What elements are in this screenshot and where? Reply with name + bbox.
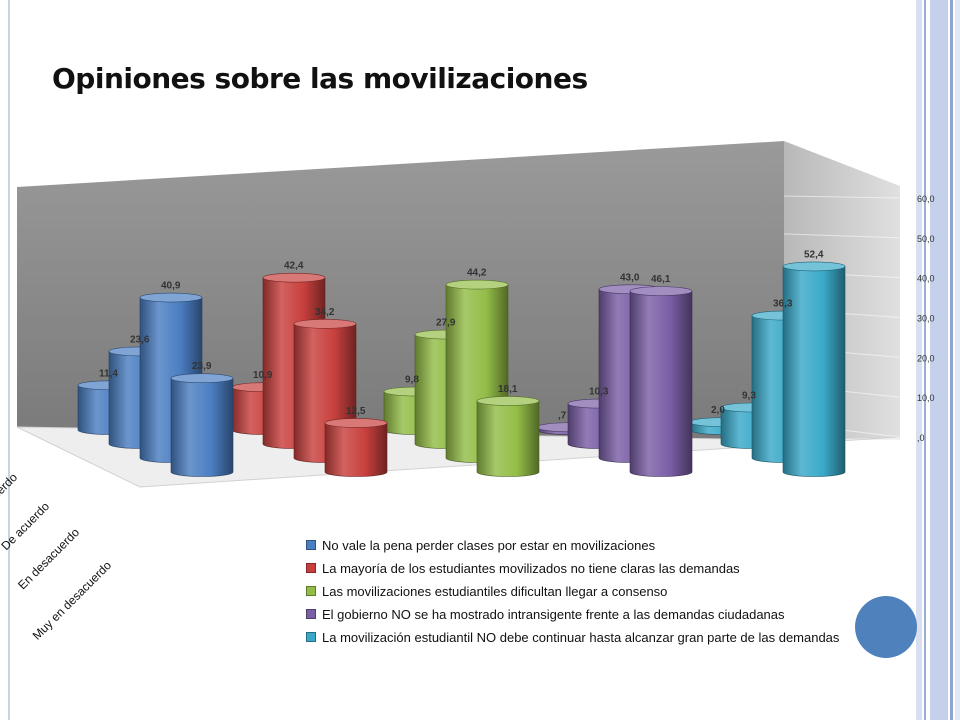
bar-body xyxy=(476,400,540,477)
bar-body xyxy=(629,290,693,477)
bar-top xyxy=(476,396,540,406)
legend-item-2: La mayoría de los estudiantes movilizado… xyxy=(306,557,740,579)
back-wall xyxy=(17,141,784,440)
chart-bars xyxy=(77,261,846,477)
data-label: 23,6 xyxy=(130,334,150,345)
legend-swatch-1 xyxy=(306,540,316,550)
data-label: 40,9 xyxy=(161,281,181,292)
data-label: 2,0 xyxy=(711,405,725,416)
bar-top xyxy=(445,279,509,290)
bar-s5-c4 xyxy=(782,261,846,477)
y-axis-ticks: ,0 10,0 20,0 30,0 40,0 50,0 60,0 xyxy=(917,194,935,443)
data-label: 18,1 xyxy=(498,384,518,395)
bar-body xyxy=(324,422,388,477)
data-label: 10,9 xyxy=(253,370,273,381)
legend-item-4: El gobierno NO se ha mostrado intransige… xyxy=(306,603,785,625)
legend-label-2: La mayoría de los estudiantes movilizado… xyxy=(322,560,740,576)
grid-line xyxy=(783,195,901,199)
chart-legend: No vale la pena perder clases por estar … xyxy=(306,534,906,658)
legend-item-1: No vale la pena perder clases por estar … xyxy=(306,534,655,556)
y-tick-label: 50,0 xyxy=(917,234,935,244)
bar-s1-c4 xyxy=(170,373,234,477)
legend-label-4: El gobierno NO se ha mostrado intransige… xyxy=(322,606,785,622)
data-label: 42,4 xyxy=(284,261,304,272)
bar-top xyxy=(170,373,234,384)
bar-s3-c4 xyxy=(476,396,540,477)
left-border-line xyxy=(8,0,10,720)
bar-body xyxy=(782,266,846,477)
data-label: 27,9 xyxy=(436,318,456,329)
bar-top xyxy=(629,286,693,296)
legend-swatch-5 xyxy=(306,632,316,642)
category-label: acuerdo xyxy=(0,470,20,511)
data-label: 52,4 xyxy=(804,249,824,260)
legend-swatch-4 xyxy=(306,609,316,619)
y-tick-label: 10,0 xyxy=(917,393,935,403)
data-label: 10,3 xyxy=(589,387,609,398)
data-label: 9,8 xyxy=(405,375,419,386)
decorative-circle xyxy=(855,596,917,658)
data-label: 12,5 xyxy=(346,406,366,417)
bar-body xyxy=(170,377,234,477)
legend-item-5: La movilización estudiantil NO debe cont… xyxy=(306,626,839,648)
y-tick-label: ,0 xyxy=(917,433,925,443)
category-label: De acuerdo xyxy=(0,499,52,553)
bar-top xyxy=(782,261,846,272)
bar-s2-c4 xyxy=(324,418,388,477)
legend-label-5: La movilización estudiantil NO debe cont… xyxy=(322,629,840,645)
bar-s4-c4 xyxy=(629,286,693,477)
legend-swatch-3 xyxy=(306,586,316,596)
slide-title: Opiniones sobre las movilizaciones xyxy=(52,62,588,95)
data-labels: 11,4 10,9 9,8 ,7 2,0 23,6 42,4 27,9 10,3 9,3 40,9 3… xyxy=(99,249,824,421)
grid-line xyxy=(783,233,901,239)
bar-top xyxy=(324,418,388,428)
y-tick-label: 40,0 xyxy=(917,274,935,284)
legend-label-1: No vale la pena perder clases por estar … xyxy=(322,537,656,553)
legend-item-3: Las movilizaciones estudiantiles dificul… xyxy=(306,580,667,602)
data-label: 43,0 xyxy=(620,272,640,283)
y-tick-label: 60,0 xyxy=(917,194,935,204)
bar-top xyxy=(293,319,357,329)
data-label: 23,9 xyxy=(192,361,212,372)
data-label: 11,4 xyxy=(99,368,118,379)
y-tick-label: 30,0 xyxy=(917,314,935,324)
right-decorative-border xyxy=(916,0,960,720)
y-tick-label: 20,0 xyxy=(917,353,935,363)
data-label: 34,2 xyxy=(315,307,335,318)
bar-top xyxy=(139,292,203,303)
legend-swatch-2 xyxy=(306,563,316,573)
data-label: 36,3 xyxy=(773,299,793,310)
data-label: ,7 xyxy=(558,410,567,421)
data-label: 46,1 xyxy=(651,274,671,285)
data-label: 44,2 xyxy=(467,268,487,279)
data-label: 9,3 xyxy=(742,391,756,402)
legend-label-3: Las movilizaciones estudiantiles dificul… xyxy=(322,583,668,599)
bar-top xyxy=(262,272,326,283)
